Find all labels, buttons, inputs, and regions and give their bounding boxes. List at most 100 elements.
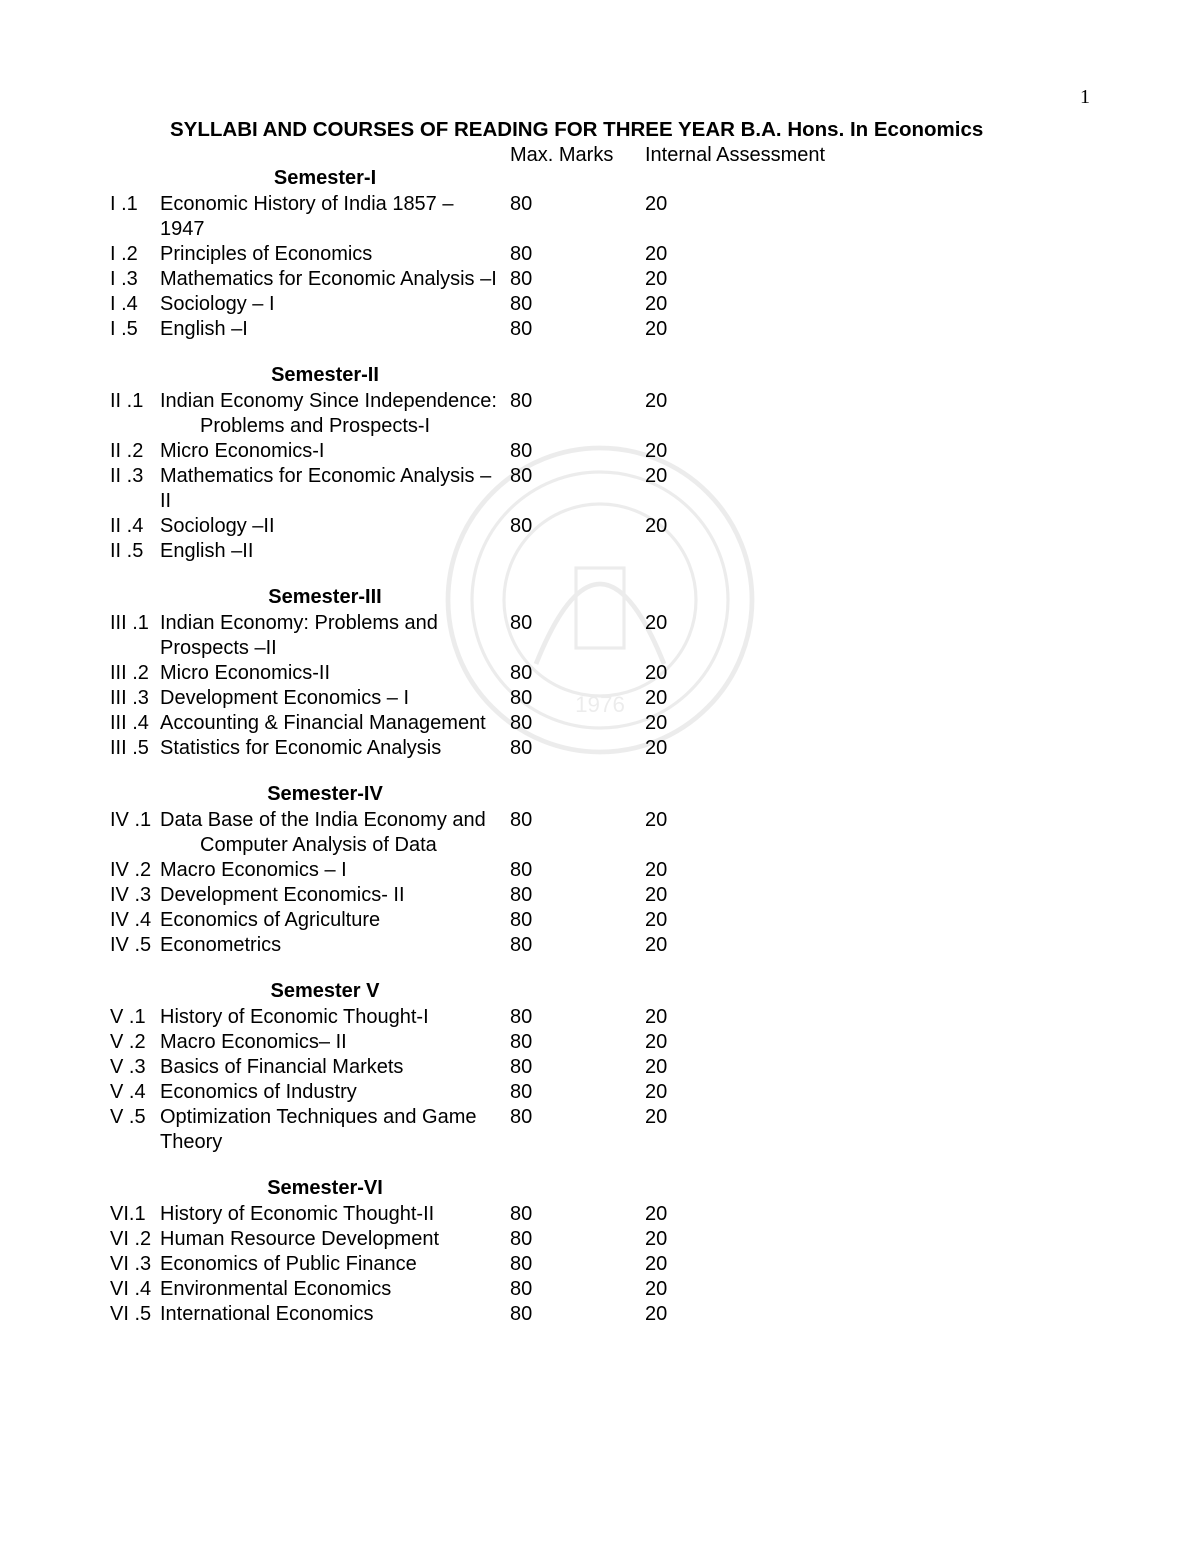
- course-internal-assessment: 20: [645, 389, 1100, 414]
- course-max-marks: 80: [510, 661, 645, 686]
- course-max-marks: 80: [510, 292, 645, 317]
- course-max-marks: 80: [510, 242, 645, 267]
- course-name: Sociology –II: [160, 514, 510, 539]
- course-max-marks: 80: [510, 736, 645, 761]
- course-max-marks: 80: [510, 1105, 645, 1155]
- course-name: Indian Economy Since Independence:: [160, 389, 510, 414]
- course-code-empty: [110, 833, 160, 858]
- course-row: V .1History of Economic Thought-I8020: [110, 1005, 1100, 1030]
- course-max-empty: [510, 414, 645, 439]
- course-row: V .4Economics of Industry8020: [110, 1080, 1100, 1105]
- course-name: Principles of Economics: [160, 242, 510, 267]
- course-max-marks: 80: [510, 1202, 645, 1227]
- course-name: Macro Economics– II: [160, 1030, 510, 1055]
- course-max-marks: 80: [510, 1252, 645, 1277]
- semester-block: Semester VV .1History of Economic Though…: [110, 980, 1100, 1155]
- semester-title: Semester V: [110, 980, 540, 1003]
- course-internal-assessment: 20: [645, 1227, 1100, 1252]
- course-ia-empty: [645, 833, 1100, 858]
- course-name: Mathematics for Economic Analysis –I: [160, 267, 510, 292]
- course-row: III .5Statistics for Economic Analysis80…: [110, 736, 1100, 761]
- course-internal-assessment: 20: [645, 808, 1100, 833]
- column-headers-row: Max. Marks Internal Assessment: [110, 144, 1100, 167]
- course-max-marks: 80: [510, 514, 645, 539]
- course-row: VI .3Economics of Public Finance8020: [110, 1252, 1100, 1277]
- course-internal-assessment: 20: [645, 736, 1100, 761]
- course-code: VI .3: [110, 1252, 160, 1277]
- course-max-marks: 80: [510, 317, 645, 342]
- course-row: VI.1History of Economic Thought-II8020: [110, 1202, 1100, 1227]
- semester-block: Semester-VIVI.1History of Economic Thoug…: [110, 1177, 1100, 1327]
- course-name: Econometrics: [160, 933, 510, 958]
- course-row: III .2Micro Economics-II8020: [110, 661, 1100, 686]
- semester-block: Semester-IIIIII .1Indian Economy: Proble…: [110, 586, 1100, 761]
- course-name: International Economics: [160, 1302, 510, 1327]
- course-code: IV .3: [110, 883, 160, 908]
- course-code: V .1: [110, 1005, 160, 1030]
- course-internal-assessment: 20: [645, 439, 1100, 464]
- course-code-empty: [110, 414, 160, 439]
- course-code: II .5: [110, 539, 160, 564]
- course-code: I .2: [110, 242, 160, 267]
- course-code: II .2: [110, 439, 160, 464]
- semester-block: Semester-II .1Economic History of India …: [110, 167, 1100, 342]
- course-row: I .1Economic History of India 1857 – 194…: [110, 192, 1100, 242]
- course-name: Development Economics- II: [160, 883, 510, 908]
- course-code: V .4: [110, 1080, 160, 1105]
- course-internal-assessment: [645, 539, 1100, 564]
- course-row: IV .1Data Base of the India Economy and8…: [110, 808, 1100, 833]
- course-internal-assessment: 20: [645, 464, 1100, 514]
- course-code: VI.1: [110, 1202, 160, 1227]
- course-row: III .4Accounting & Financial Management8…: [110, 711, 1100, 736]
- course-internal-assessment: 20: [645, 858, 1100, 883]
- course-code: I .4: [110, 292, 160, 317]
- course-row: VI .5International Economics8020: [110, 1302, 1100, 1327]
- course-ia-empty: [645, 414, 1100, 439]
- course-subname: Problems and Prospects-I: [160, 414, 510, 439]
- course-max-marks: 80: [510, 883, 645, 908]
- course-internal-assessment: 20: [645, 1080, 1100, 1105]
- course-internal-assessment: 20: [645, 292, 1100, 317]
- course-name: Micro Economics-I: [160, 439, 510, 464]
- course-internal-assessment: 20: [645, 267, 1100, 292]
- course-internal-assessment: 20: [645, 192, 1100, 242]
- course-name: English –I: [160, 317, 510, 342]
- course-code: III .3: [110, 686, 160, 711]
- course-name: Mathematics for Economic Analysis – II: [160, 464, 510, 514]
- course-max-marks: 80: [510, 908, 645, 933]
- course-code: II .4: [110, 514, 160, 539]
- semester-title: Semester-III: [110, 586, 540, 609]
- course-code: V .2: [110, 1030, 160, 1055]
- course-internal-assessment: 20: [645, 1252, 1100, 1277]
- course-internal-assessment: 20: [645, 711, 1100, 736]
- course-row: I .4Sociology – I8020: [110, 292, 1100, 317]
- course-name: Indian Economy: Problems and Prospects –…: [160, 611, 510, 661]
- course-row: III .1Indian Economy: Problems and Prosp…: [110, 611, 1100, 661]
- course-name: Sociology – I: [160, 292, 510, 317]
- course-code: II .1: [110, 389, 160, 414]
- course-internal-assessment: 20: [645, 242, 1100, 267]
- semester-block: Semester-IIII .1Indian Economy Since Ind…: [110, 364, 1100, 564]
- course-name: Economics of Public Finance: [160, 1252, 510, 1277]
- course-row: I .5English –I8020: [110, 317, 1100, 342]
- course-max-marks: 80: [510, 808, 645, 833]
- course-row: I .3Mathematics for Economic Analysis –I…: [110, 267, 1100, 292]
- course-subname: Computer Analysis of Data: [160, 833, 510, 858]
- semester-block: Semester-IVIV .1Data Base of the India E…: [110, 783, 1100, 958]
- course-internal-assessment: 20: [645, 611, 1100, 661]
- course-max-empty: [510, 833, 645, 858]
- semester-title: Semester-VI: [110, 1177, 540, 1200]
- course-max-marks: 80: [510, 464, 645, 514]
- course-code: I .1: [110, 192, 160, 242]
- course-max-marks: 80: [510, 611, 645, 661]
- course-name: Macro Economics – I: [160, 858, 510, 883]
- course-max-marks: 80: [510, 267, 645, 292]
- course-max-marks: 80: [510, 192, 645, 242]
- header-internal-assessment: Internal Assessment: [645, 144, 1100, 167]
- course-row: II .1Indian Economy Since Independence:8…: [110, 389, 1100, 414]
- course-name: Economic History of India 1857 – 1947: [160, 192, 510, 242]
- course-code: IV .4: [110, 908, 160, 933]
- course-internal-assessment: 20: [645, 933, 1100, 958]
- course-max-marks: 80: [510, 1030, 645, 1055]
- course-row: II .3Mathematics for Economic Analysis –…: [110, 464, 1100, 514]
